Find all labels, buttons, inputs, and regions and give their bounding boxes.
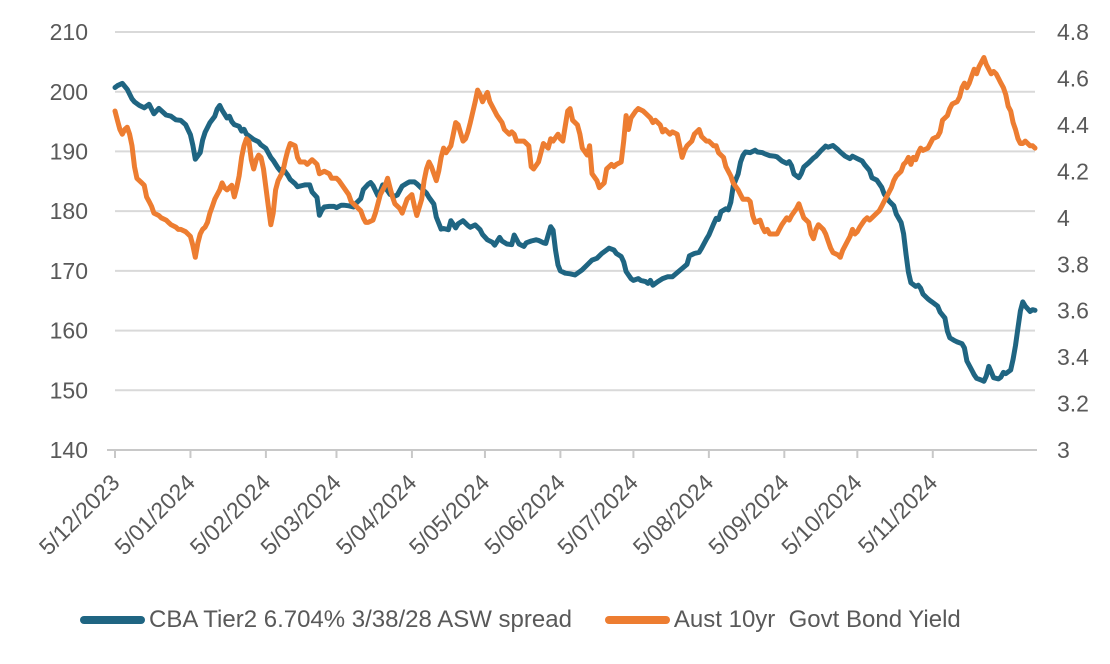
y-axis-label-right: 4.6 (1057, 65, 1089, 91)
series-line-cba-asw-spread (112, 80, 1038, 384)
legend-marker-cba-asw-spread (80, 616, 145, 624)
x-axis-label: 5/01/2024 (109, 469, 200, 560)
x-axis-label: 5/11/2024 (853, 469, 943, 559)
y-axis-label-right: 3.4 (1057, 344, 1089, 370)
y-axis-label-left: 170 (50, 258, 88, 284)
y-axis-label-right: 3 (1057, 437, 1070, 463)
legend-item-aust-10yr-yield: Aust 10yr Govt Bond Yield (604, 606, 961, 634)
legend-marker-aust-10yr-yield (604, 616, 670, 624)
legend-item-cba-asw-spread: CBA Tier2 6.704% 3/38/28 ASW spread (80, 606, 572, 634)
y-axis-label-left: 140 (50, 437, 88, 463)
y-axis-label-left: 210 (50, 19, 88, 45)
x-axis-label: 5/08/2024 (628, 469, 719, 560)
chart-legend: CBA Tier2 6.704% 3/38/28 ASW spread Aust… (0, 606, 1110, 634)
y-axis-label-left: 200 (50, 79, 88, 105)
x-axis-label: 5/05/2024 (404, 469, 495, 560)
y-axis-label-left: 150 (50, 377, 88, 403)
x-axis-label: 5/12/2023 (34, 469, 125, 560)
legend-label-cba-asw-spread: CBA Tier2 6.704% 3/38/28 ASW spread (149, 606, 572, 633)
line-chart-canvas: 5/12/20235/01/20245/02/20245/03/20245/04… (34, 19, 1089, 560)
x-axis-label: 5/10/2024 (776, 469, 867, 560)
y-axis-label-right: 3.8 (1057, 251, 1089, 277)
y-axis-label-left: 190 (50, 138, 88, 164)
x-axis-label: 5/07/2024 (552, 469, 643, 560)
y-axis-label-right: 4.8 (1057, 19, 1089, 45)
y-axis-label-left: 160 (50, 318, 88, 344)
y-axis-label-left: 180 (50, 198, 88, 224)
y-axis-label-right: 4.4 (1057, 112, 1089, 138)
y-axis-label-right: 4.2 (1057, 158, 1089, 184)
y-axis-label-right: 3.2 (1057, 391, 1089, 417)
series-line-aust-10yr-yield (112, 55, 1038, 260)
y-axis-label-right: 3.6 (1057, 298, 1089, 324)
legend-label-aust-10yr-yield: Aust 10yr Govt Bond Yield (673, 606, 961, 633)
y-axis-label-right: 4 (1057, 205, 1070, 231)
